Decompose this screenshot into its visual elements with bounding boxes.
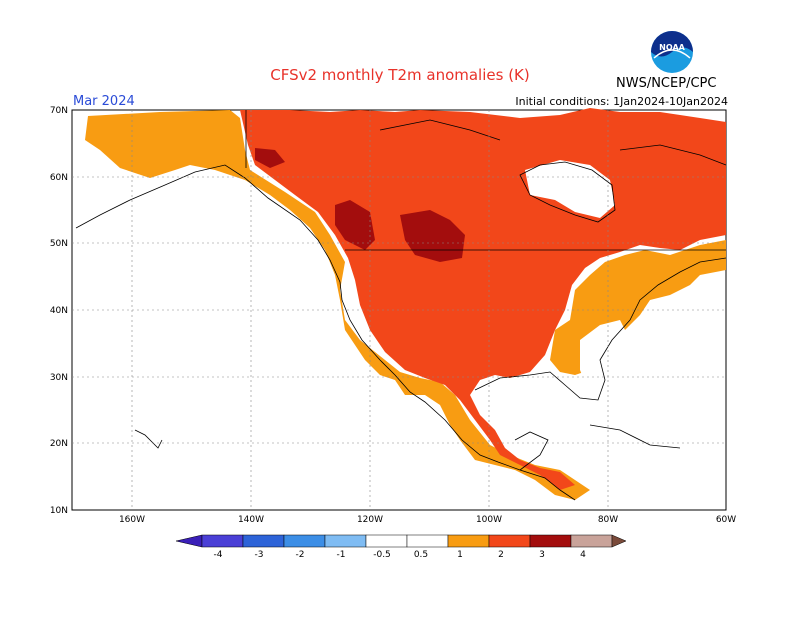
colorbar-box: [406, 534, 449, 548]
lat-label: 60N: [50, 173, 68, 183]
lon-labels: 160W 140W 120W 100W 80W 60W: [119, 515, 736, 525]
colorbar-label: 4: [580, 550, 586, 560]
colorbar-label: 1: [457, 550, 463, 560]
colorbar-label: 3: [539, 550, 545, 560]
lon-label: 120W: [357, 515, 383, 525]
initial-conditions-label: Initial conditions: 1Jan2024-10Jan2024: [515, 95, 728, 108]
lat-label: 50N: [50, 239, 68, 249]
colorbar-label: -1: [337, 550, 346, 560]
colorbar-label: -0.5: [373, 550, 391, 560]
anomaly-region-2-3-b: [400, 210, 465, 262]
colorbar-box: [283, 534, 326, 548]
lon-label: 100W: [476, 515, 502, 525]
lat-label: 30N: [50, 373, 68, 383]
colorbar-box: [570, 534, 613, 548]
colorbar-label: 0.5: [414, 550, 428, 560]
lat-label: 40N: [50, 306, 68, 316]
anomaly-region-2-3-c: [255, 148, 285, 168]
logo-text: NOAA: [659, 43, 685, 52]
colorbar-box: [488, 534, 531, 548]
lat-label: 70N: [50, 106, 68, 116]
lon-label: 80W: [598, 515, 618, 525]
neutral-region-gulf: [500, 385, 580, 440]
colorbar: -4 -3 -2 -1 -0.5 0.5 1 2 3 4: [175, 534, 627, 560]
noaa-logo-icon: NOAA: [651, 31, 693, 73]
agency-label: NWS/NCEP/CPC: [616, 76, 717, 91]
lon-label: 140W: [238, 515, 264, 525]
anomaly-fields: [85, 108, 726, 500]
lat-labels: 70N 60N 50N 40N 30N 20N 10N: [50, 106, 68, 516]
colorbar-box: [201, 534, 244, 548]
colorbar-label: 2: [498, 550, 504, 560]
colorbar-box: [447, 534, 490, 548]
lat-label: 10N: [50, 506, 68, 516]
colorbar-label: -3: [255, 550, 264, 560]
neutral-region-southeast: [580, 320, 630, 395]
anomaly-region-05-1: [85, 110, 590, 500]
colorbar-label: -2: [296, 550, 305, 560]
colorbar-low-arrow: [175, 534, 203, 548]
colorbar-box: [529, 534, 572, 548]
lon-label: 160W: [119, 515, 145, 525]
coastlines: [75, 110, 727, 501]
map-title: CFSv2 monthly T2m anomalies (K): [270, 66, 530, 84]
graticule: [72, 110, 726, 510]
colorbar-box: [365, 534, 408, 548]
colorbar-box: [324, 534, 367, 548]
colorbar-label: -4: [214, 550, 223, 560]
lat-label: 20N: [50, 439, 68, 449]
colorbar-box: [242, 534, 285, 548]
lon-label: 60W: [716, 515, 736, 525]
colorbar-high-arrow: [611, 534, 627, 548]
anomaly-region-2-3-a: [335, 200, 375, 250]
valid-month-label: Mar 2024: [73, 94, 135, 109]
neutral-region-hudson: [525, 160, 615, 218]
